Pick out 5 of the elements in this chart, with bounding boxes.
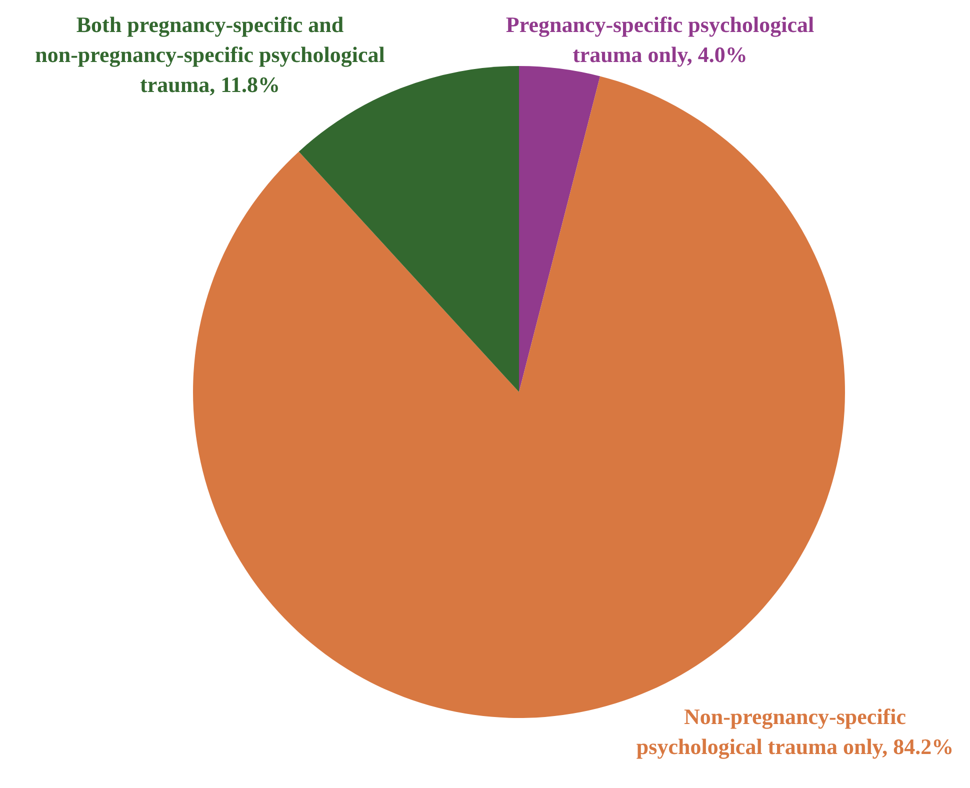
slice-label: Pregnancy-specific psychological trauma only, 4.0% — [506, 12, 814, 67]
pie-slice — [298, 66, 519, 392]
pie-slice — [519, 66, 600, 392]
slice-label: Both pregnancy-specific and non-pregnancy-specific psychological trauma, 11.8% — [35, 12, 385, 97]
slice-label: Non-pregnancy-specific psychological trauma only, 84.2% — [636, 704, 954, 759]
